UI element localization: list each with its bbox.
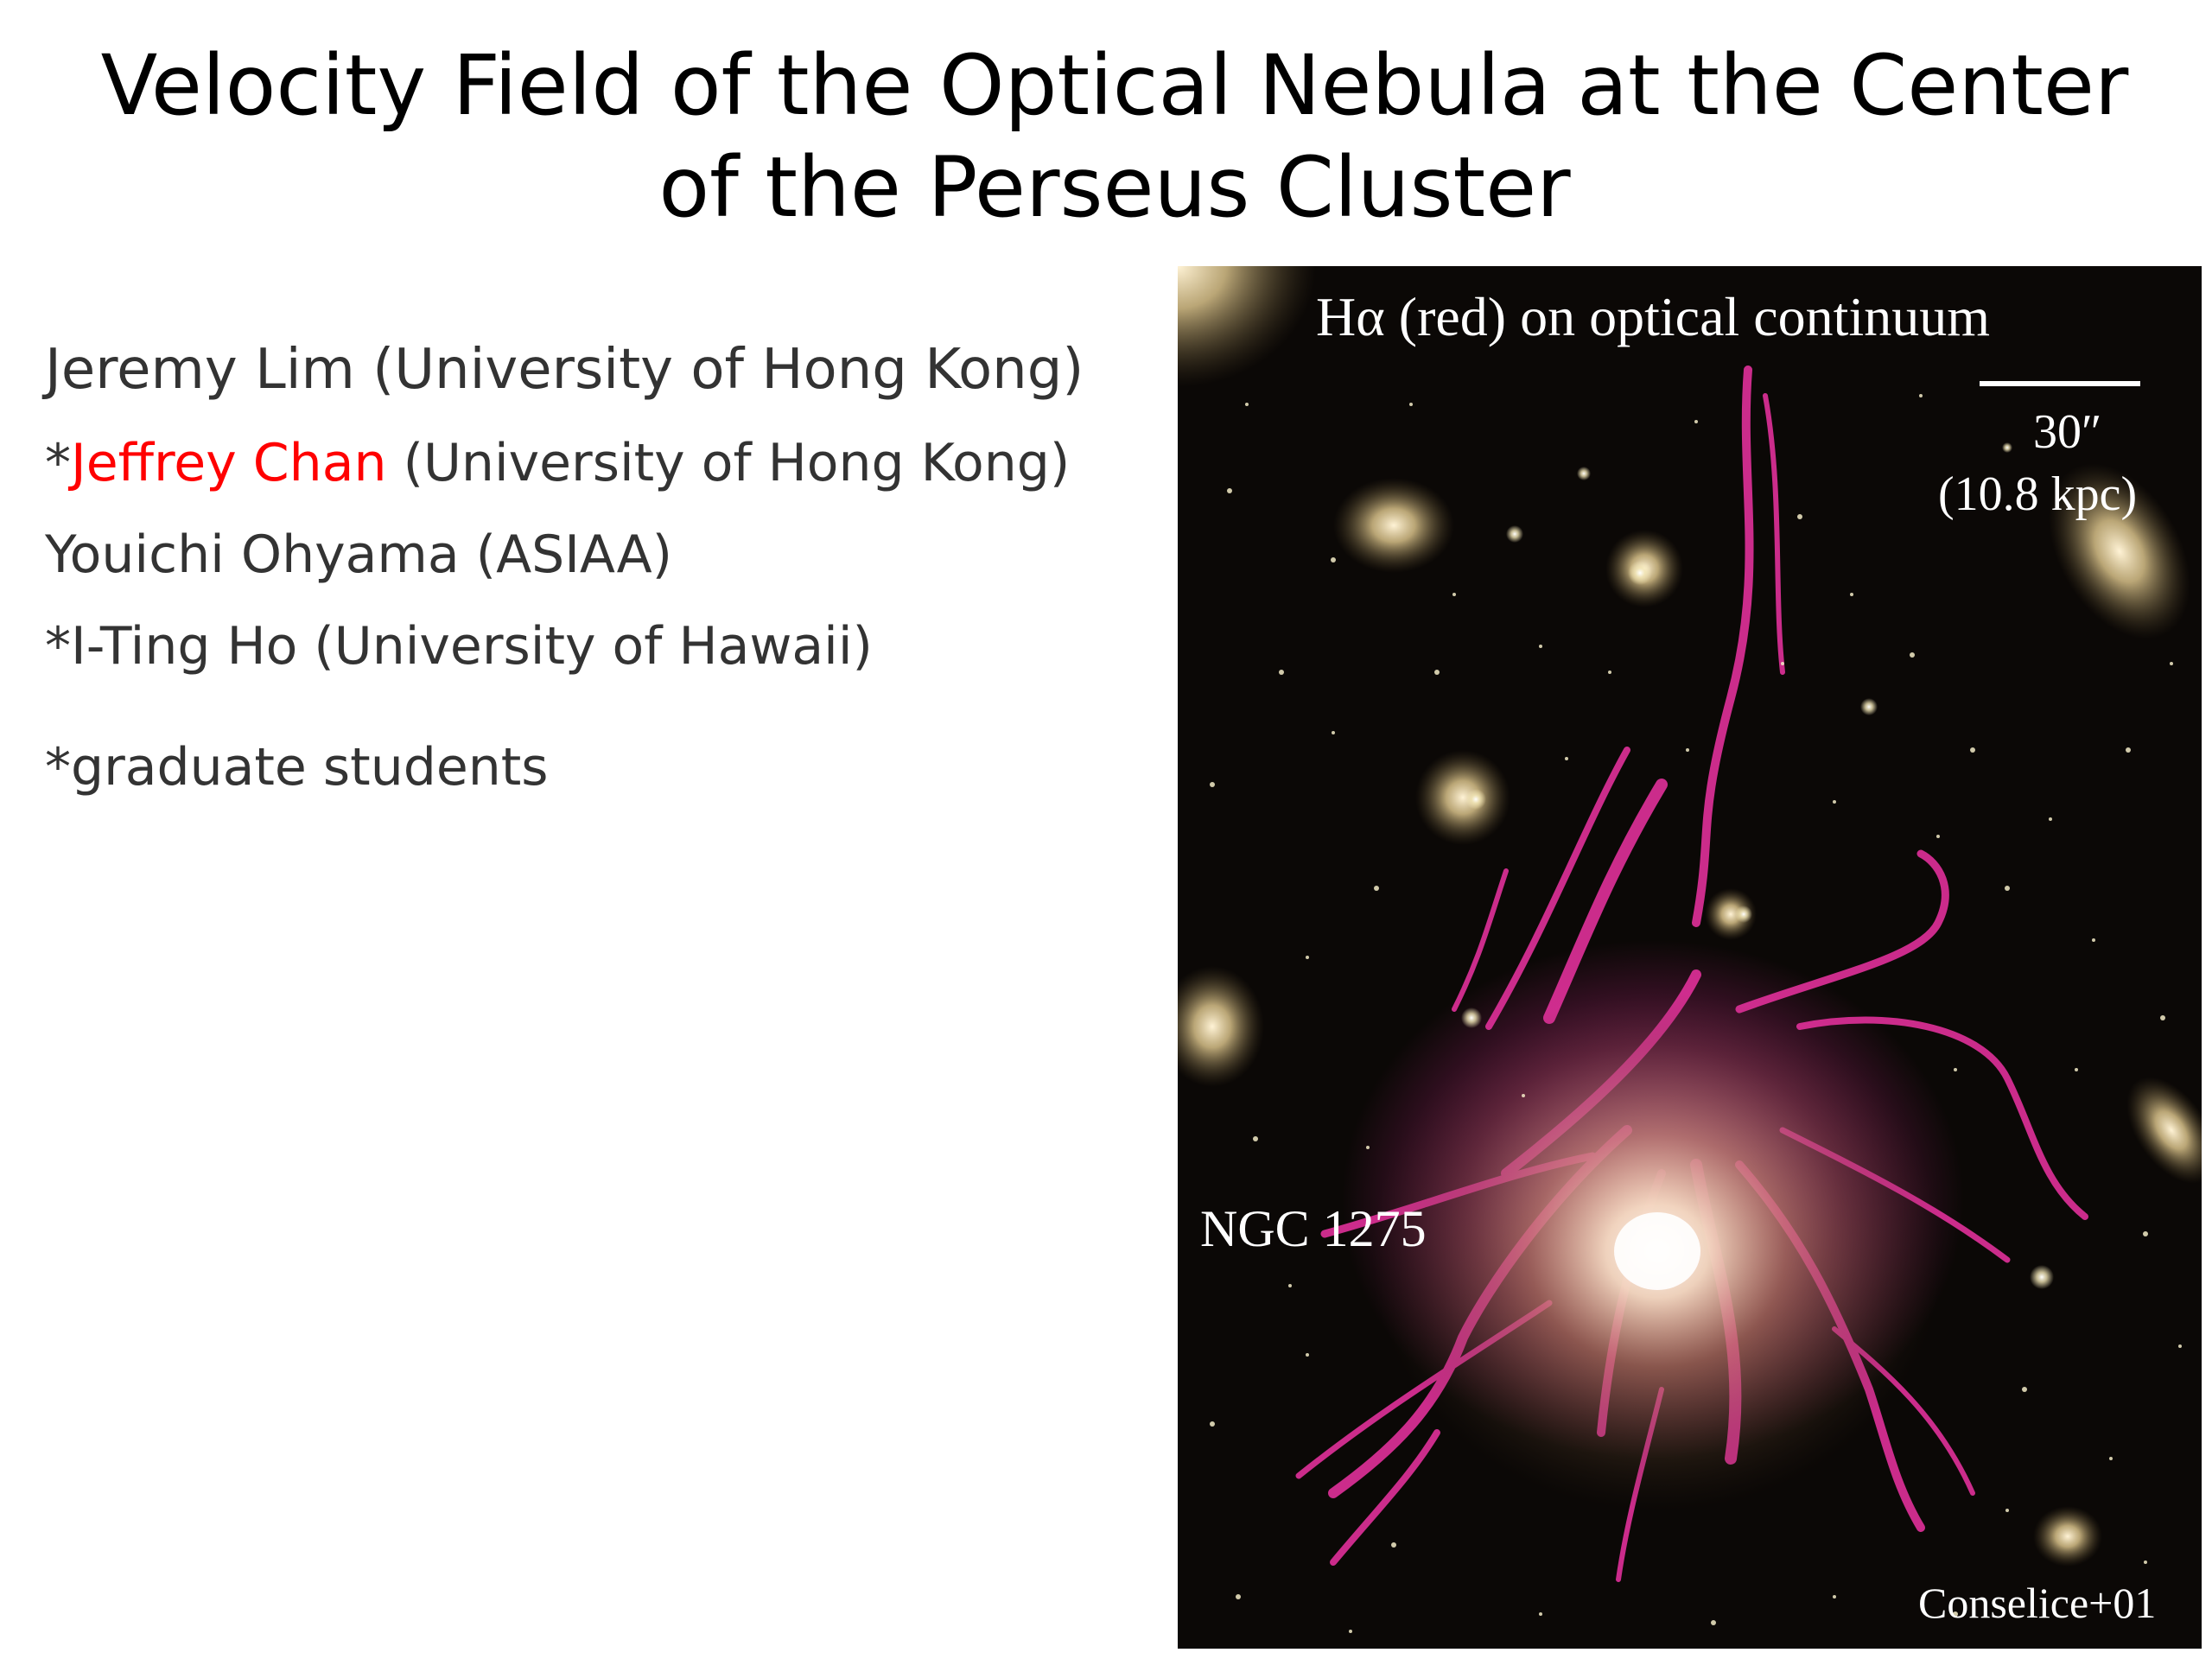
bright-star: [1465, 789, 1486, 810]
galaxy-mid-left: [1415, 750, 1510, 845]
galaxy-lower-right: [2033, 1506, 2102, 1567]
image-credit: Conselice+01: [1918, 1579, 2157, 1627]
bright-star: [1506, 525, 1523, 543]
galaxy-left: [1178, 966, 1264, 1087]
galaxy-right: [2126, 1077, 2202, 1184]
slide-title-line-2: of the Perseus Cluster: [658, 139, 1571, 236]
galaxy-upper-right: [2049, 463, 2190, 639]
star-field: [1210, 394, 2182, 1633]
highlighted-author-name: Jeffrey Chan: [71, 433, 387, 493]
student-marker: *: [45, 433, 71, 493]
galaxy-center-small: [1705, 888, 1757, 940]
author-i-ting-ho: *I-Ting Ho (University of Hawaii): [45, 616, 873, 677]
bright-star: [1860, 698, 1878, 715]
bright-star: [1461, 1007, 1482, 1028]
slide-title: Velocity Field of the Optical Nebula at …: [52, 35, 2177, 238]
bright-star: [1735, 906, 1752, 923]
author-youichi-ohyama: Youichi Ohyama (ASIAA): [45, 524, 673, 585]
bright-star: [2002, 442, 2012, 453]
bright-star: [1628, 561, 1652, 585]
author-affiliation: (University of Hong Kong): [386, 433, 1071, 493]
galaxy-label: NGC 1275: [1200, 1200, 1427, 1257]
author-jeffrey-chan: *Jeffrey Chan (University of Hong Kong): [45, 432, 1070, 494]
graduate-students-note: *graduate students: [45, 737, 549, 798]
halpha-image: Hα (red) on optical continuum 30″ (10.8 …: [1178, 266, 2202, 1649]
author-jeremy-lim: Jeremy Lim (University of Hong Kong): [45, 338, 1084, 402]
bright-star: [2030, 1265, 2054, 1289]
scale-label-arcsec: 30″: [2033, 405, 2102, 459]
scale-label-kpc: (10.8 kpc): [1938, 467, 2138, 521]
galaxy-upper-left: [1333, 478, 1454, 573]
figure-title: Hα (red) on optical continuum: [1316, 286, 1990, 347]
corner-galaxy-glow: [1178, 266, 1316, 387]
galaxy-nucleus: [1614, 1212, 1700, 1290]
scale-bar: [1980, 381, 2140, 386]
nebula-illustration: [1178, 266, 2202, 1649]
slide-title-line-1: Velocity Field of the Optical Nebula at …: [100, 37, 2129, 134]
bright-star: [1577, 467, 1591, 480]
